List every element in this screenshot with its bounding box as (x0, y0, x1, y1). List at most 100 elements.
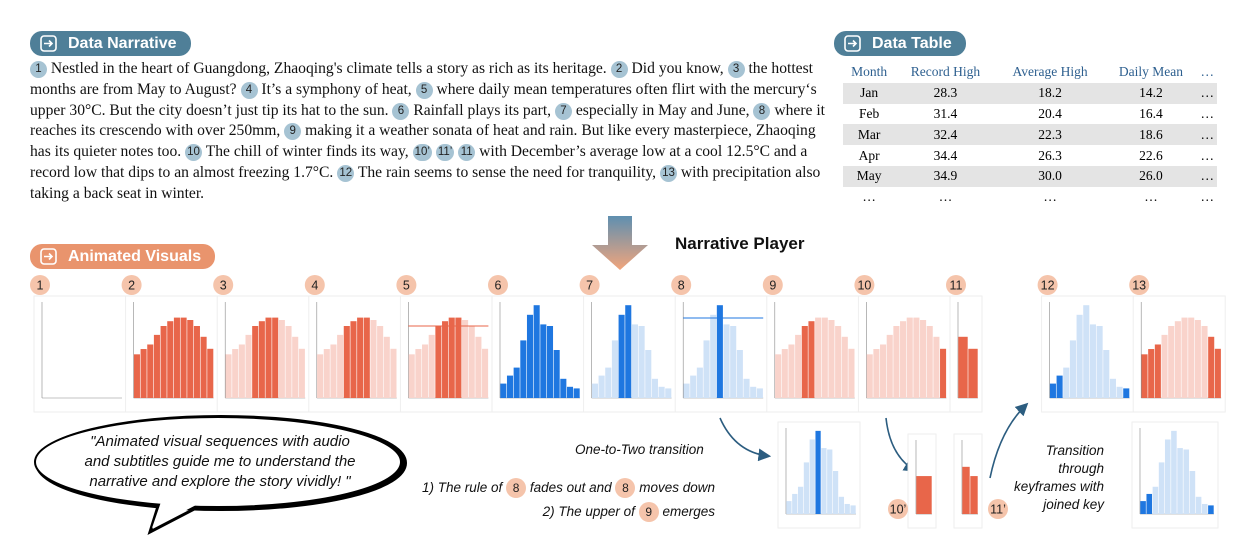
bar (1208, 336, 1215, 398)
bar (940, 348, 947, 398)
note-line: Transition (1045, 443, 1104, 458)
transition-arrow (989, 402, 1029, 479)
bar (272, 317, 279, 398)
bar (207, 348, 214, 398)
bar (598, 375, 605, 398)
table-cell: 20.4 (1038, 105, 1062, 121)
bar (1152, 486, 1159, 514)
badge: 8 (753, 102, 771, 120)
icon (40, 35, 57, 52)
panel-label: 2 (128, 279, 135, 293)
bar (455, 317, 462, 398)
bar (1063, 367, 1070, 398)
bar (422, 344, 429, 398)
sentence: where daily mean temperatures often flir… (30, 80, 817, 119)
table-cell: 14.2 (1139, 85, 1163, 101)
bar (180, 317, 187, 398)
sentence: especially in May and June, (575, 101, 750, 119)
quote-line: and subtitles guide me to understand the (84, 453, 356, 470)
table-cell: 18.6 (1139, 126, 1163, 142)
sentence: Did you know, (631, 60, 724, 77)
bar (238, 344, 245, 398)
step-text: The rule of (437, 480, 503, 495)
bar (1164, 439, 1171, 514)
table-cell: … (1043, 189, 1057, 205)
bar (448, 317, 455, 398)
step: 2) The upper of 9 emerges (395, 500, 715, 524)
bar (696, 367, 703, 398)
bar (625, 305, 632, 398)
bar (1189, 471, 1196, 514)
panel-badge (213, 275, 234, 295)
speech-bubble (34, 416, 402, 508)
bar (962, 466, 970, 514)
table-cell: … (862, 189, 876, 205)
bar (1177, 448, 1183, 514)
bar (838, 496, 845, 514)
bar (1158, 462, 1165, 514)
panel-label: 10’ (890, 503, 907, 517)
bar (200, 336, 207, 398)
table-row: Feb 31.4 20.4 16.4… (843, 104, 1217, 125)
bar (285, 326, 292, 398)
bar (133, 354, 140, 398)
bar (618, 314, 625, 398)
bar (792, 493, 798, 514)
bar (1188, 317, 1195, 398)
badge: 8 (506, 478, 527, 498)
visuals-title: Animated Visuals (68, 248, 202, 265)
badge: 11’ (435, 144, 455, 162)
panel-badge (888, 499, 908, 519)
bar (880, 344, 887, 398)
panel-label: 8 (678, 279, 685, 293)
bar (968, 348, 978, 398)
note-line: joined key (1043, 497, 1104, 512)
bar (383, 336, 390, 398)
bar (225, 354, 232, 398)
panel-badge (946, 275, 966, 295)
bar (850, 505, 856, 514)
player-title: Narrative Player (675, 234, 805, 253)
bar (415, 349, 422, 398)
sentence: with precipitation also taking a back se… (30, 163, 821, 202)
table-row: …………… (843, 187, 1217, 208)
table-cell: Mar (857, 126, 881, 142)
bar (1148, 349, 1155, 398)
step-text: fades out and (529, 480, 612, 495)
table-row: Jan 28.3 18.2 14.2… (843, 82, 1217, 104)
badge: 8 (615, 478, 636, 498)
panel-badge (762, 275, 783, 295)
bar (546, 326, 554, 398)
bar (703, 340, 710, 398)
bar (1083, 305, 1090, 398)
badge: 12 (337, 164, 355, 182)
table-row: Apr 34.4 26.3 22.6… (843, 145, 1217, 166)
bar (298, 348, 305, 398)
bar (153, 334, 160, 398)
table-cell: 30.0 (1038, 168, 1062, 184)
bar (808, 321, 815, 398)
bar (958, 336, 968, 398)
bar (370, 320, 377, 398)
bar (1201, 326, 1208, 398)
badge: 11 (458, 144, 476, 162)
panel-badge (30, 275, 50, 295)
bar (906, 317, 913, 398)
bar (873, 349, 880, 398)
panel-label: 1 (37, 279, 44, 293)
bar (1109, 378, 1116, 398)
bar (475, 336, 482, 398)
bar (1201, 503, 1208, 514)
table-cell: 34.4 (933, 147, 958, 163)
sentence: the hottest months are from May to Augus… (30, 60, 813, 98)
bar (801, 326, 808, 398)
bar (832, 471, 839, 514)
player-arrow (592, 216, 648, 270)
bar (435, 326, 442, 398)
bar (736, 350, 743, 398)
bar (1195, 496, 1202, 514)
badge: 5 (415, 81, 433, 99)
bar (1116, 386, 1123, 398)
quote-line: narrative and explore the story vividly!… (89, 473, 351, 490)
bar (187, 320, 194, 398)
